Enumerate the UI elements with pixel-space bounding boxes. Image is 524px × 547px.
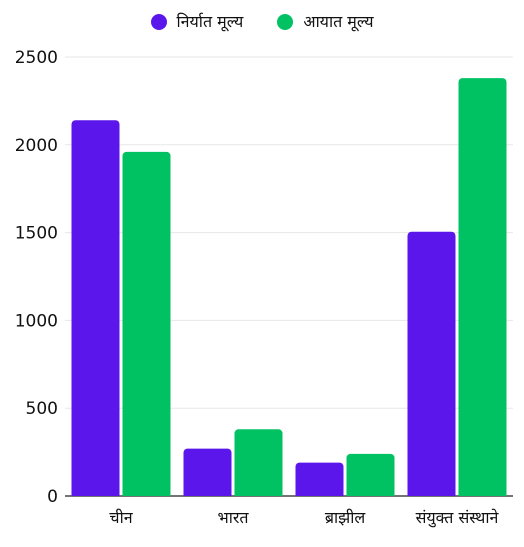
bar-import[interactable] [458, 78, 507, 497]
bar-import[interactable] [234, 429, 283, 496]
x-tick-label: ब्राझील [325, 508, 367, 527]
y-tick-label: 1500 [15, 224, 58, 244]
legend-label-import: आयात मूल्य [303, 12, 374, 31]
bar-import[interactable] [122, 151, 171, 496]
bar-base [346, 491, 395, 496]
legend-label-export: निर्यात मूल्य [176, 12, 244, 31]
bar-base [183, 491, 232, 496]
x-tick-label: चीन [109, 508, 133, 527]
legend-swatch-export [150, 14, 167, 30]
bar-base [234, 491, 283, 496]
bar-export[interactable] [183, 448, 232, 496]
bar-import[interactable] [346, 453, 395, 496]
bar-export[interactable] [295, 462, 344, 496]
y-tick-label: 0 [47, 487, 58, 507]
bar-base [458, 491, 507, 496]
bar-base [407, 491, 456, 496]
bar-export[interactable] [407, 231, 456, 497]
legend-item-export[interactable]: निर्यात मूल्य [150, 8, 244, 36]
x-tick-label: संयुक्त संस्थाने [416, 508, 500, 528]
y-tick-label: 500 [26, 399, 58, 419]
y-tick-label: 2500 [15, 48, 58, 68]
x-tick-label: भारत [217, 508, 249, 527]
bar-base [71, 491, 120, 496]
y-tick-label: 2000 [15, 136, 58, 156]
legend: निर्यात मूल्य आयात मूल्य [0, 8, 524, 36]
bar-export[interactable] [71, 120, 120, 496]
legend-swatch-import [277, 14, 294, 30]
legend-item-import[interactable]: आयात मूल्य [277, 8, 373, 36]
bar-base [122, 491, 171, 496]
y-tick-label: 1000 [15, 311, 58, 331]
bar-base [295, 491, 344, 496]
